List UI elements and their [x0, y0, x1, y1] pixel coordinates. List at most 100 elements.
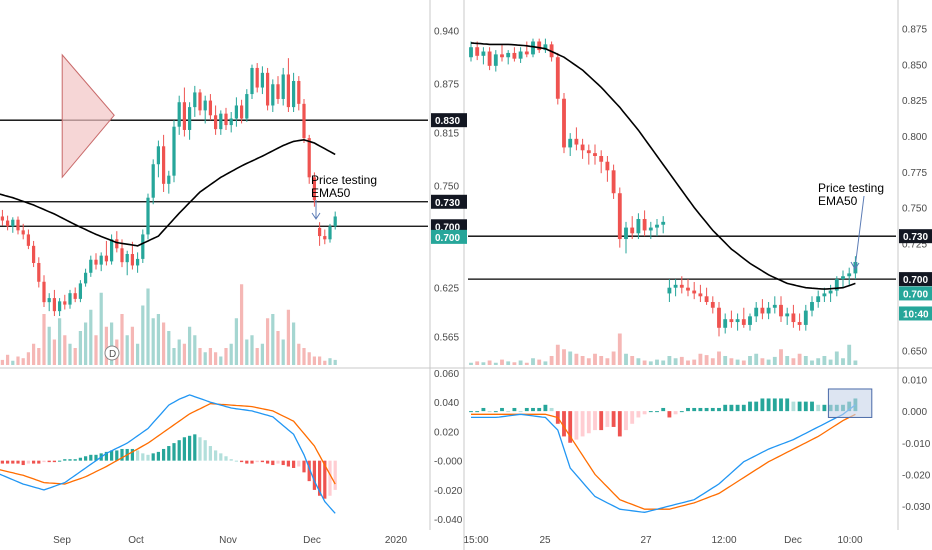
right-macd-histogram-bar	[574, 411, 579, 440]
left-macd-histogram-bar	[151, 453, 155, 461]
left-macd-histogram-bar	[213, 450, 218, 461]
right-candle-body	[469, 47, 473, 58]
left-candle-body	[286, 74, 291, 108]
left-volume-bar	[120, 314, 124, 365]
left-candle-body	[182, 102, 187, 130]
right-volume-bar	[586, 358, 591, 365]
left-volume-bar	[104, 326, 109, 365]
triangle-pattern	[61, 53, 115, 179]
right-volume-bar	[667, 356, 672, 365]
right-volume-bar	[555, 344, 560, 365]
left-macd-histogram-bar	[182, 437, 187, 461]
left-y-tick-label: 0.940	[434, 26, 459, 37]
left-macd-histogram-bar	[146, 454, 150, 461]
right-macd-histogram-bar	[512, 407, 517, 412]
left-macd-histogram-bar	[130, 448, 135, 461]
right-macd-histogram-bar	[580, 411, 585, 437]
right-candle-body	[562, 98, 566, 148]
right-macd-histogram-bar	[729, 404, 734, 412]
left-candle-body	[260, 72, 265, 88]
left-candle-body	[177, 102, 181, 127]
left-macd-histogram-bar	[250, 460, 254, 464]
right-ema50-line	[470, 42, 856, 290]
left-macd-histogram-bar	[276, 460, 280, 464]
left-macd-histogram-bar	[78, 457, 83, 461]
right-candle-body	[611, 170, 616, 194]
left-candle-body	[78, 283, 83, 299]
right-volume-bar	[487, 360, 492, 365]
left-macd-y-tick-label: 0.020	[434, 427, 459, 438]
left-macd-histogram-bar	[68, 459, 72, 461]
left-macd-histogram-bar	[328, 460, 332, 496]
left-volume-bar	[37, 348, 41, 365]
right-candle-body	[487, 51, 492, 66]
right-macd-histogram-bar	[518, 411, 523, 413]
left-volume-bar	[130, 326, 135, 365]
right-macd-histogram-bar	[586, 411, 591, 434]
left-candle-body	[89, 259, 93, 273]
left-candle-body	[213, 115, 218, 130]
left-candle-body	[146, 197, 150, 235]
left-volume-bar	[245, 339, 249, 365]
right-candle-body	[828, 290, 833, 294]
left-volume-bar	[286, 309, 291, 365]
left-x-tick-label: Dec	[303, 535, 321, 546]
right-macd-histogram-bar	[692, 407, 697, 412]
right-macd-histogram-bar	[543, 404, 548, 412]
right-candle-body	[729, 319, 734, 323]
right-volume-bar	[506, 361, 511, 365]
left-candle-body	[250, 67, 254, 95]
right-volume-bar	[549, 356, 554, 365]
right-candle-body	[797, 322, 802, 325]
right-volume-bar	[543, 361, 548, 365]
right-macd-y-tick-label: 0.010	[902, 375, 927, 386]
right-candle-body	[686, 287, 690, 291]
left-macd-y-tick-label: 0.060	[434, 369, 459, 380]
right-volume-bar	[686, 360, 690, 365]
left-macd-histogram-bar	[115, 450, 119, 461]
right-macd-histogram-bar	[704, 407, 709, 412]
right-volume-bar	[810, 360, 814, 365]
right-x-tick-label: Dec	[784, 535, 802, 546]
right-annotation-arrowhead-icon	[850, 261, 860, 270]
left-candle-body	[161, 146, 166, 184]
right-macd-histogram-bar	[487, 411, 492, 413]
left-volume-bar	[52, 339, 57, 365]
left-candle-body	[172, 126, 176, 176]
right-y-tick-label: 0.725	[902, 239, 927, 250]
right-candle-body	[717, 307, 721, 328]
left-macd-histogram-bar	[42, 460, 46, 463]
right-macd-y-tick-label: -0.030	[902, 502, 931, 513]
right-volume-bar	[847, 344, 852, 365]
right-candle-body	[630, 227, 635, 234]
left-candle-body	[130, 254, 135, 266]
left-macd-histogram-bar	[245, 460, 249, 464]
left-macd-histogram-bar	[229, 459, 233, 461]
right-macd-histogram-bar	[611, 411, 616, 427]
left-macd-histogram-bar	[302, 460, 306, 473]
right-annotation-line-1: Price testing	[818, 181, 884, 195]
right-candle-body	[617, 193, 622, 240]
left-volume-bar	[213, 352, 218, 365]
right-candle-body	[518, 51, 523, 59]
left-volume-bar	[208, 348, 213, 365]
right-macd-histogram-bar	[766, 398, 771, 412]
left-candle-body	[312, 177, 317, 201]
left-macd-y-tick-label: -0.040	[434, 515, 463, 526]
left-macd-histogram-bar	[255, 460, 259, 463]
right-price-badge-label: 0.700	[903, 275, 928, 286]
left-y-tick-label: 0.625	[434, 283, 459, 294]
left-annotation-line-1: Price testing	[311, 173, 377, 187]
left-macd-histogram-bar	[156, 451, 161, 461]
right-volume-bar	[655, 359, 659, 365]
left-candle-body	[234, 105, 239, 119]
right-macd-y-tick-label: 0.000	[902, 407, 927, 418]
right-volume-bar	[853, 360, 858, 365]
left-candle-body	[255, 67, 259, 88]
left-macd-histogram-bar	[52, 460, 57, 463]
right-macd-histogram-bar	[493, 411, 498, 413]
left-candle-body	[83, 272, 88, 284]
right-candle-body	[524, 51, 529, 55]
right-macd-histogram-bar	[636, 411, 641, 418]
left-volume-bar	[21, 358, 25, 365]
